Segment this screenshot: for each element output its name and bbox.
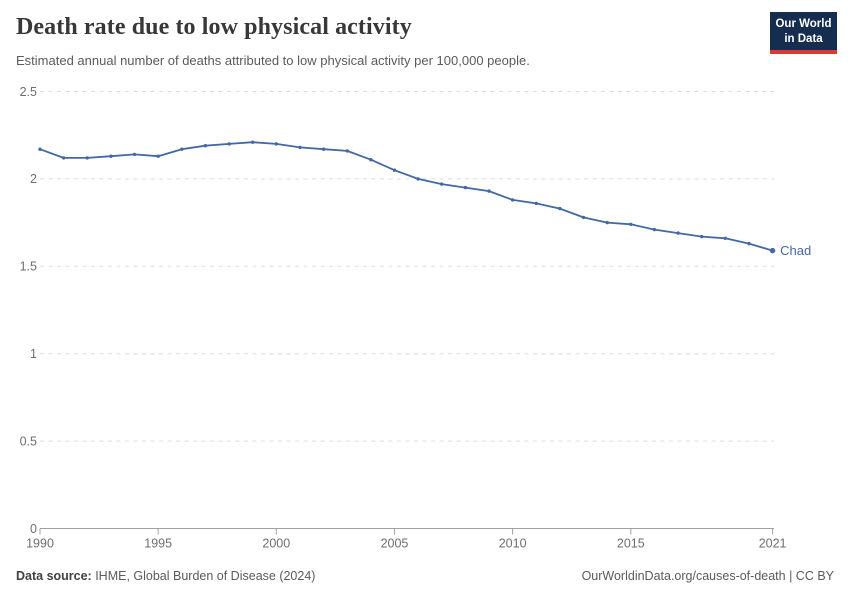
series-point bbox=[369, 158, 373, 162]
page-title: Death rate due to low physical activity bbox=[16, 14, 412, 40]
series-point bbox=[132, 152, 137, 157]
series-point bbox=[203, 144, 208, 148]
series-point bbox=[156, 154, 160, 158]
series-point bbox=[416, 177, 420, 181]
x-axis-tick-label: 2000 bbox=[262, 537, 290, 551]
owid-logo-line2: in Data bbox=[784, 32, 823, 45]
y-axis-tick-label: 0 bbox=[30, 522, 37, 536]
series-point bbox=[440, 182, 444, 186]
series-point bbox=[581, 215, 586, 220]
series-point bbox=[629, 222, 633, 226]
x-axis-tick-label: 1990 bbox=[26, 537, 54, 551]
x-axis-tick-label: 1995 bbox=[144, 537, 172, 551]
series-point bbox=[487, 189, 491, 193]
owid-link[interactable]: OurWorldinData.org/causes-of-death | CC … bbox=[581, 569, 834, 583]
series-point bbox=[85, 156, 90, 160]
data-source-note: Data source: IHME, Global Burden of Dise… bbox=[16, 569, 315, 583]
series-point bbox=[534, 201, 538, 206]
series-point bbox=[392, 168, 397, 172]
series-point bbox=[321, 147, 326, 151]
series-point bbox=[298, 145, 302, 150]
x-axis-tick-label: 2015 bbox=[617, 537, 645, 551]
series-end-point bbox=[769, 247, 776, 254]
y-axis-tick-label: 1.5 bbox=[20, 260, 37, 274]
series-point bbox=[605, 220, 609, 225]
series-point bbox=[274, 142, 278, 146]
series-point bbox=[723, 236, 727, 240]
series-end-label[interactable]: Chad bbox=[780, 243, 811, 258]
x-axis-tick-label: 2010 bbox=[499, 537, 527, 551]
series-point bbox=[180, 147, 184, 151]
series-point bbox=[652, 227, 657, 232]
y-axis-tick-label: 1 bbox=[30, 347, 37, 361]
series-point bbox=[558, 206, 562, 211]
x-axis-tick-label: 2005 bbox=[381, 537, 409, 551]
data-source-text: IHME, Global Burden of Disease (2024) bbox=[91, 569, 316, 583]
series-point bbox=[38, 147, 42, 151]
series-line-chad[interactable] bbox=[39, 141, 774, 252]
series-point bbox=[463, 185, 468, 190]
series-point bbox=[700, 234, 704, 239]
y-axis-tick-label: 0.5 bbox=[20, 434, 37, 448]
series-point bbox=[251, 140, 255, 144]
series-point bbox=[747, 241, 751, 246]
series-point bbox=[61, 156, 66, 160]
owid-logo-line1: Our World bbox=[775, 18, 832, 30]
series-point bbox=[510, 198, 515, 202]
x-axis-tick-label: 2021 bbox=[759, 537, 787, 551]
series-point bbox=[345, 149, 349, 153]
series-point bbox=[676, 231, 680, 235]
chart-subtitle: Estimated annual number of deaths attrib… bbox=[16, 53, 530, 68]
y-axis-tick-label: 2 bbox=[30, 172, 37, 186]
series-point bbox=[227, 142, 231, 146]
data-source-label: Data source: bbox=[16, 569, 92, 583]
owid-logo[interactable]: Our World in Data bbox=[770, 12, 837, 55]
series-point bbox=[109, 154, 113, 158]
y-axis-tick-label: 2.5 bbox=[20, 85, 37, 99]
